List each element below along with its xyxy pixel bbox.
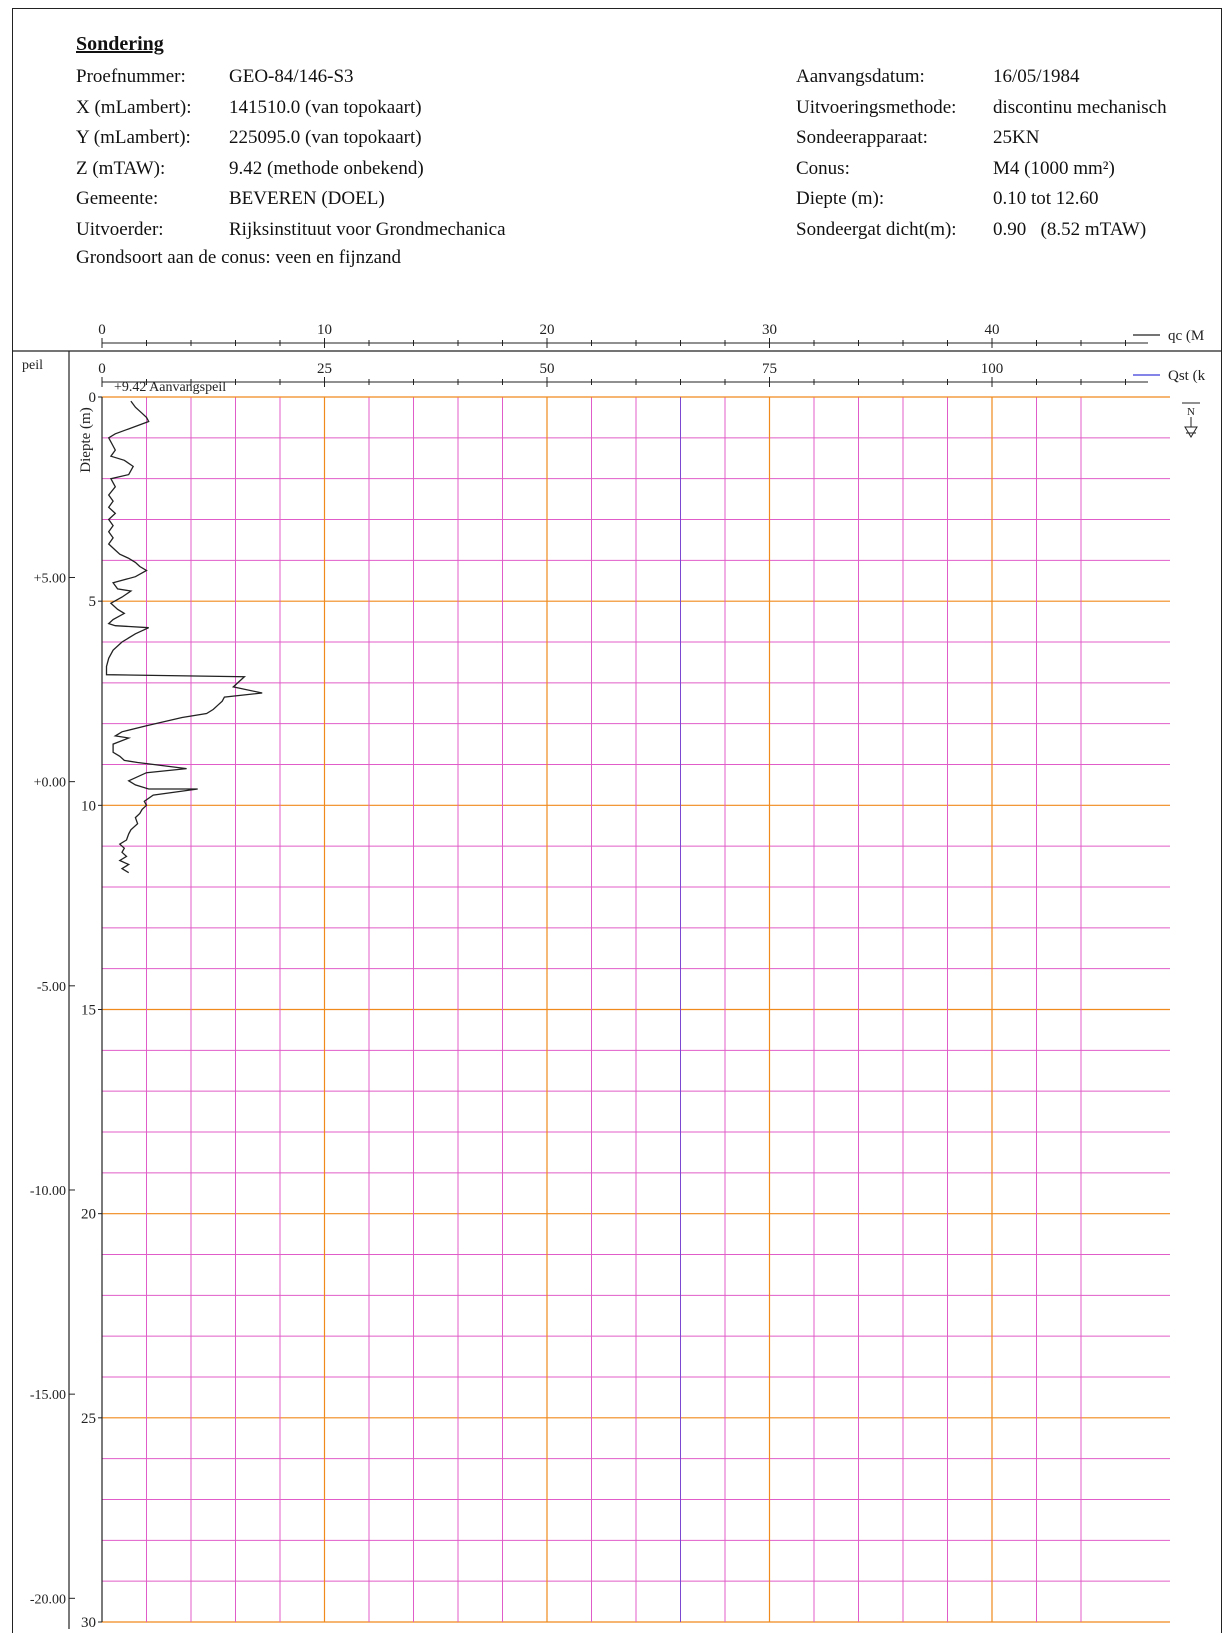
- info-right-block: Aanvangsdatum: 16/05/1984 Uitvoeringsmeth…: [796, 62, 1167, 245]
- field-z-taw: Z (mTAW): 9.42 (methode onbekend): [76, 157, 424, 179]
- qc-legend-label: qc (M: [1168, 328, 1204, 344]
- field-y-lambert: Y (mLambert): 225095.0 (van topokaart): [76, 127, 422, 148]
- field-uitvoerder: Uitvoerder: Rijksinstituut voor Grondmech…: [76, 218, 506, 240]
- water-marker-label: N: [1187, 406, 1195, 418]
- depth-tick-label: 15: [81, 1003, 96, 1019]
- qc-tick-label: 0: [98, 322, 106, 338]
- peil-tick-label: -20.00: [30, 1592, 66, 1607]
- peil-tick-label: +5.00: [34, 571, 66, 586]
- report-title: Sondering: [76, 33, 164, 55]
- peil-tick-label: +0.00: [34, 776, 66, 791]
- qc-tick-label: 30: [762, 322, 777, 338]
- qc-tick-label: 10: [317, 322, 332, 338]
- qst-tick-label: 75: [762, 361, 777, 377]
- depth-tick-label: 30: [81, 1615, 96, 1629]
- field-gemeente: Gemeente: BEVEREN (DOEL): [76, 188, 385, 209]
- qst-tick-label: 25: [317, 361, 332, 377]
- field-sondeerapparaat: Sondeerapparaat: 25KN: [796, 127, 1040, 148]
- depth-tick-label: 0: [89, 390, 97, 406]
- qst-tick-label: 0: [98, 361, 106, 377]
- qst-tick-label: 100: [981, 361, 1004, 377]
- field-aanvangsdatum: Aanvangsdatum: 16/05/1984: [796, 66, 1080, 87]
- water-marker-triangle: [1184, 426, 1198, 438]
- report-frame: [12, 8, 1222, 1633]
- field-sondeergat-dicht: Sondeergat dicht(m): 0.90 (8.52 mTAW): [796, 218, 1147, 240]
- field-uitvoeringsmethode: Uitvoeringsmethode: discontinu mechanisch: [796, 96, 1167, 118]
- depth-tick-label: 20: [81, 1207, 96, 1223]
- start-level-label: +9.42 Aanvangspeil: [114, 380, 226, 395]
- peil-tick-label: -10.00: [30, 1184, 66, 1199]
- field-x-lambert: X (mLambert): 141510.0 (van topokaart): [76, 96, 422, 118]
- depth-tick-label: 25: [81, 1411, 96, 1427]
- qst-tick-label: 50: [540, 361, 555, 377]
- peil-column-label: peil: [22, 358, 43, 373]
- depth-tick-label: 10: [81, 798, 96, 814]
- field-conus: Conus: M4 (1000 mm²): [796, 157, 1115, 179]
- peil-tick-label: -15.00: [30, 1388, 66, 1403]
- depth-axis-title: Diepte (m): [78, 407, 94, 472]
- qc-tick-label: 40: [985, 322, 1000, 338]
- info-left-block: Proefnummer: GEO-84/146-S3 X (mLambert): 1…: [76, 62, 506, 245]
- field-proefnummer: Proefnummer: GEO-84/146-S3: [76, 66, 354, 87]
- qst-legend-label: Qst (k: [1168, 368, 1206, 384]
- series-0-line: [105, 400, 263, 874]
- qc-tick-label: 20: [540, 322, 555, 338]
- field-diepte: Diepte (m): 0.10 tot 12.60: [796, 188, 1099, 209]
- depth-tick-label: 5: [89, 594, 97, 610]
- soil-type-line: Grondsoort aan de conus: veen en fijnzan…: [76, 247, 402, 268]
- peil-tick-label: -5.00: [37, 980, 66, 995]
